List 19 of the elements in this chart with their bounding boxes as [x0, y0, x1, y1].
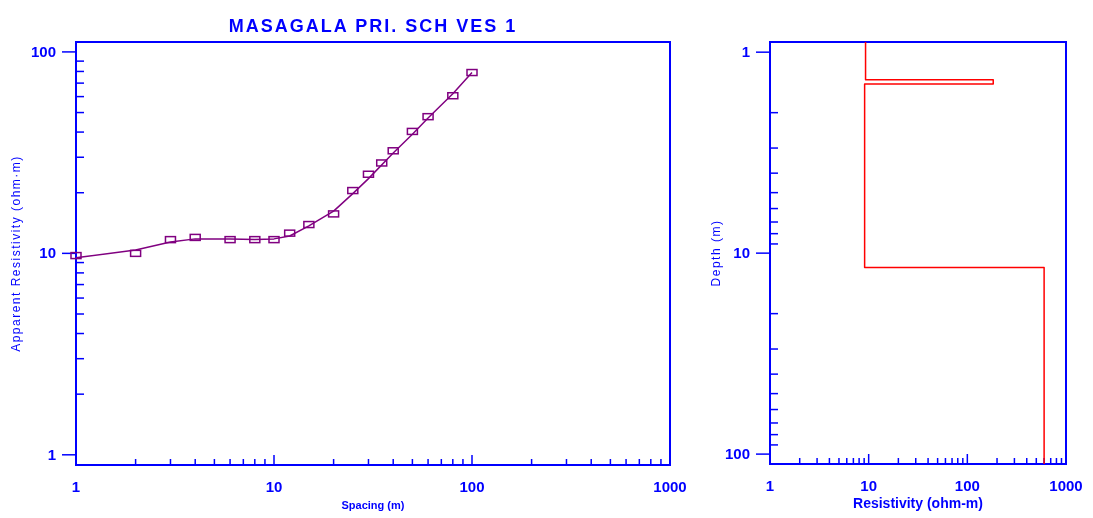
y-axis-title: Depth (m): [709, 219, 723, 287]
x-axis-title: Spacing (m): [341, 499, 405, 511]
x-tick-label: 1000: [1049, 477, 1083, 494]
x-tick-label: 1: [71, 478, 81, 495]
x-tick-label: 100: [954, 477, 980, 494]
y-axis-title: Apparent Resistivity (ohm·m): [9, 155, 23, 352]
y-tick-label: 100: [724, 445, 750, 463]
x-tick-label: 100: [459, 478, 485, 495]
chart-title: MASAGALA PRI. SCH VES 1: [228, 16, 518, 36]
y-tick-label: 1: [47, 445, 56, 463]
x-axis-title: Resistivity (ohm-m): [853, 495, 983, 511]
x-tick-label: 10: [860, 477, 878, 494]
y-tick-label: 100: [30, 42, 56, 60]
y-tick-label: 10: [39, 244, 56, 262]
x-tick-label: 1: [765, 477, 775, 494]
y-tick-label: 10: [733, 244, 750, 262]
y-tick-label: 1: [741, 43, 750, 61]
x-tick-label: 10: [265, 478, 283, 495]
x-tick-label: 1000: [653, 478, 687, 495]
